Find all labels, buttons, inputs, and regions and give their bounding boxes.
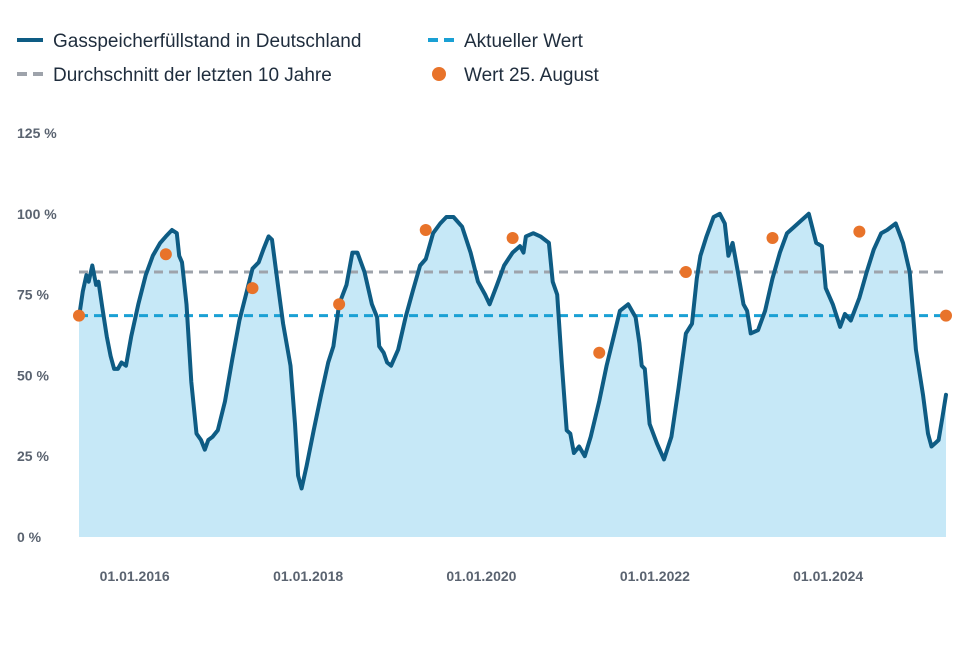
y-tick-label: 50 % bbox=[17, 367, 49, 383]
x-tick-label: 01.01.2018 bbox=[273, 568, 343, 584]
august-25-marker bbox=[246, 282, 259, 295]
legend-label: Wert 25. August bbox=[464, 65, 600, 86]
x-tick-label: 01.01.2020 bbox=[446, 568, 516, 584]
august-25-marker bbox=[506, 232, 519, 245]
legend-item-fill: Gasspeicherfüllstand in Deutschland bbox=[17, 31, 361, 52]
storage-area-fill bbox=[79, 213, 946, 538]
legend-item-aug25: Wert 25. August bbox=[432, 65, 600, 86]
y-tick-label: 0 % bbox=[17, 529, 42, 545]
legend-label: Aktueller Wert bbox=[464, 31, 584, 52]
plot-area bbox=[73, 211, 952, 538]
august-25-marker bbox=[853, 225, 866, 238]
legend-swatch bbox=[432, 67, 446, 81]
x-axis-ticks: 01.01.2016 01.01.2018 01.01.2020 01.01.2022… bbox=[100, 568, 864, 584]
august-25-marker bbox=[940, 309, 952, 322]
august-25-marker bbox=[593, 346, 606, 359]
y-tick-label: 125 % bbox=[17, 125, 57, 141]
y-tick-label: 100 % bbox=[17, 206, 57, 222]
august-25-marker bbox=[73, 309, 85, 322]
y-tick-label: 75 % bbox=[17, 287, 49, 303]
legend-label: Gasspeicherfüllstand in Deutschland bbox=[53, 31, 361, 52]
august-25-marker bbox=[159, 248, 172, 261]
august-25-marker bbox=[679, 265, 692, 278]
august-25-marker bbox=[333, 298, 346, 311]
storage-level-line bbox=[77, 211, 948, 491]
y-tick-label: 25 % bbox=[17, 448, 49, 464]
august-25-marker bbox=[766, 232, 779, 245]
legend-item-avg: Durchschnitt der letzten 10 Jahre bbox=[17, 65, 332, 86]
legend-item-current: Aktueller Wert bbox=[428, 31, 584, 52]
legend-label: Durchschnitt der letzten 10 Jahre bbox=[53, 65, 332, 86]
y-axis-ticks: 0 % 25 % 50 % 75 % 100 % 125 % bbox=[17, 125, 57, 545]
chart-legend: Gasspeicherfüllstand in Deutschland Aktue… bbox=[17, 31, 600, 86]
august-25-marker bbox=[419, 223, 432, 236]
x-tick-label: 01.01.2024 bbox=[793, 568, 863, 584]
x-tick-label: 01.01.2016 bbox=[100, 568, 170, 584]
x-tick-label: 01.01.2022 bbox=[620, 568, 690, 584]
